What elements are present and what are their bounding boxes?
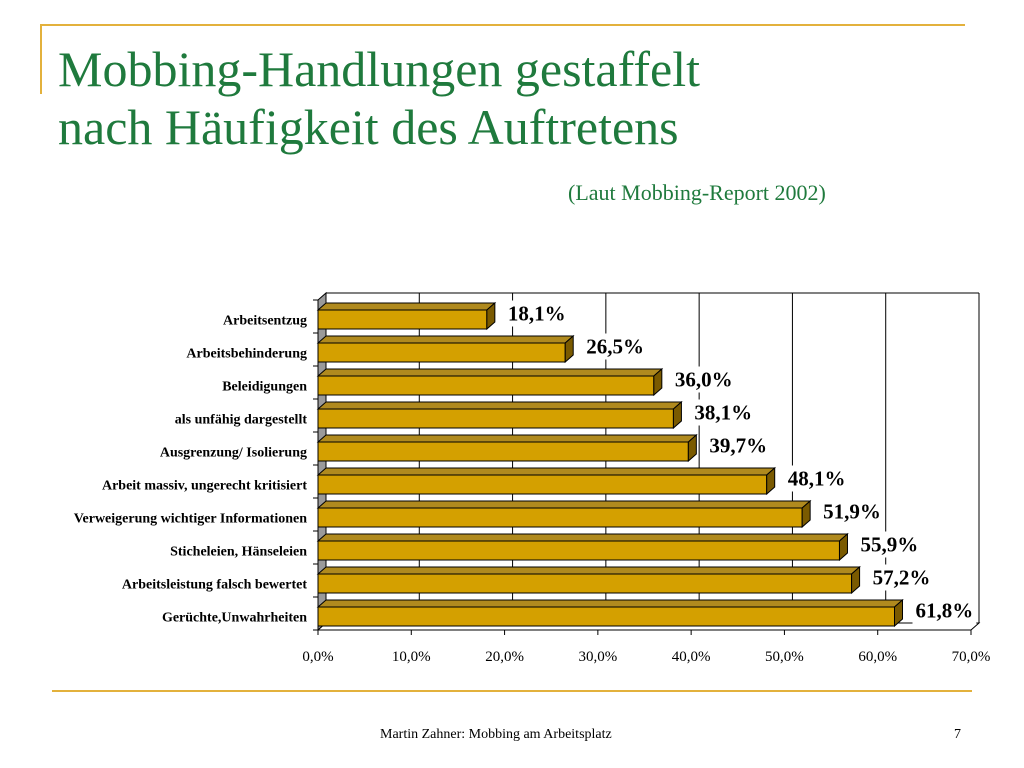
- bottom-accent-line: [52, 690, 972, 692]
- bar-front: [317, 507, 803, 528]
- bar-end: [653, 367, 663, 397]
- top-accent-line: [40, 24, 965, 26]
- bar-2: [316, 334, 575, 364]
- data-label-bg-3: [671, 366, 736, 393]
- title-line-1: Mobbing-Handlungen gestaffelt: [58, 41, 700, 97]
- bar-top: [316, 368, 664, 377]
- bar-end: [801, 499, 811, 529]
- bar-9: [316, 565, 861, 595]
- data-label-1: 18,1%: [508, 302, 566, 326]
- data-label-2: 26,5%: [586, 335, 644, 359]
- bar-front: [317, 342, 566, 363]
- data-label-10: 61,8%: [916, 599, 974, 623]
- left-accent-line: [40, 24, 42, 94]
- bar-end: [564, 334, 574, 364]
- x-tick-label-7: 70,0%: [952, 649, 991, 665]
- bar-end: [851, 565, 861, 595]
- data-label-4: 38,1%: [694, 401, 752, 425]
- bar-end: [672, 400, 682, 430]
- bar-top: [316, 599, 904, 608]
- bar-front: [317, 606, 896, 627]
- bar-top: [316, 401, 683, 410]
- category-label-10: Gerüchte,Unwahrheiten: [162, 611, 307, 626]
- bar-front: [317, 474, 768, 495]
- data-label-6: 48,1%: [788, 467, 846, 491]
- bar-chart: 0,0% 10,0% 20,0% 30,0% 40,0% 50,0% 60,0% 70,0% A…: [74, 291, 991, 665]
- bar-end: [838, 532, 848, 562]
- data-label-bg-1: [504, 300, 569, 327]
- slide-title: Mobbing-Handlungen gestaffelt nach Häufi…: [58, 40, 700, 156]
- bar-6: [316, 466, 777, 496]
- data-label-bg-5: [706, 432, 771, 459]
- bar-end: [766, 466, 776, 496]
- category-label-9: Arbeitsleistung falsch bewertet: [122, 578, 307, 593]
- data-label-bg-10: [912, 597, 977, 624]
- data-label-bg-7: [820, 498, 884, 525]
- x-tick-label-5: 50,0%: [765, 649, 804, 665]
- data-label-7: 51,9%: [823, 500, 881, 524]
- data-label-bg-4: [691, 399, 756, 426]
- x-tick-label-4: 40,0%: [672, 649, 711, 665]
- bar-front: [317, 441, 689, 462]
- bar-top: [316, 434, 698, 443]
- bar-1: [316, 301, 497, 331]
- x-tick-label-6: 60,0%: [858, 649, 897, 665]
- category-label-8: Sticheleien, Hänseleien: [170, 545, 307, 560]
- bar-end: [687, 433, 697, 463]
- bar-front: [317, 309, 488, 330]
- data-label-9: 57,2%: [873, 566, 931, 590]
- bar-front: [317, 573, 853, 594]
- category-label-6: Arbeit massiv, ungerecht kritisiert: [102, 479, 307, 494]
- data-label-bg-2: [583, 333, 647, 360]
- data-label-5: 39,7%: [709, 434, 767, 458]
- x-tick-label-0: 0,0%: [302, 649, 333, 665]
- bar-top: [316, 467, 777, 476]
- bar-4: [316, 400, 683, 430]
- bar-5: [316, 433, 698, 463]
- data-label-bg-6: [784, 465, 849, 492]
- bar-8: [316, 532, 849, 562]
- bar-top: [316, 500, 812, 509]
- bar-top: [316, 302, 497, 311]
- data-label-3: 36,0%: [675, 368, 733, 392]
- bar-end: [894, 598, 904, 628]
- x-tick-label-1: 10,0%: [392, 649, 431, 665]
- slide-subtitle: (Laut Mobbing-Report 2002): [568, 180, 826, 205]
- bar-top: [316, 566, 861, 575]
- bar-front: [317, 540, 840, 561]
- category-label-1: Arbeitsentzug: [223, 314, 307, 329]
- title-line-2: nach Häufigkeit des Auftretens: [58, 99, 679, 155]
- bar-end: [486, 301, 496, 331]
- bar-front: [317, 375, 655, 396]
- bar-top: [316, 533, 849, 542]
- data-label-bg-8: [857, 531, 922, 558]
- x-tick-label-2: 20,0%: [485, 649, 524, 665]
- data-label-8: 55,9%: [860, 533, 918, 557]
- category-label-7: Verweigerung wichtiger Informationen: [74, 512, 308, 527]
- category-label-2: Arbeitsbehinderung: [186, 347, 307, 362]
- x-tick-label-3: 30,0%: [578, 649, 617, 665]
- bar-front: [317, 408, 674, 429]
- bar-top: [316, 335, 575, 344]
- footer-author: Martin Zahner: Mobbing am Arbeitsplatz: [380, 727, 612, 742]
- bar-10: [316, 598, 904, 628]
- category-label-3: Beleidigungen: [222, 380, 307, 395]
- page-number: 7: [954, 727, 961, 742]
- bar-7: [316, 499, 812, 529]
- bar-3: [316, 367, 664, 397]
- category-label-5: Ausgrenzung/ Isolierung: [160, 446, 307, 461]
- data-label-bg-9: [869, 564, 934, 591]
- category-label-4: als unfähig dargestellt: [175, 413, 308, 428]
